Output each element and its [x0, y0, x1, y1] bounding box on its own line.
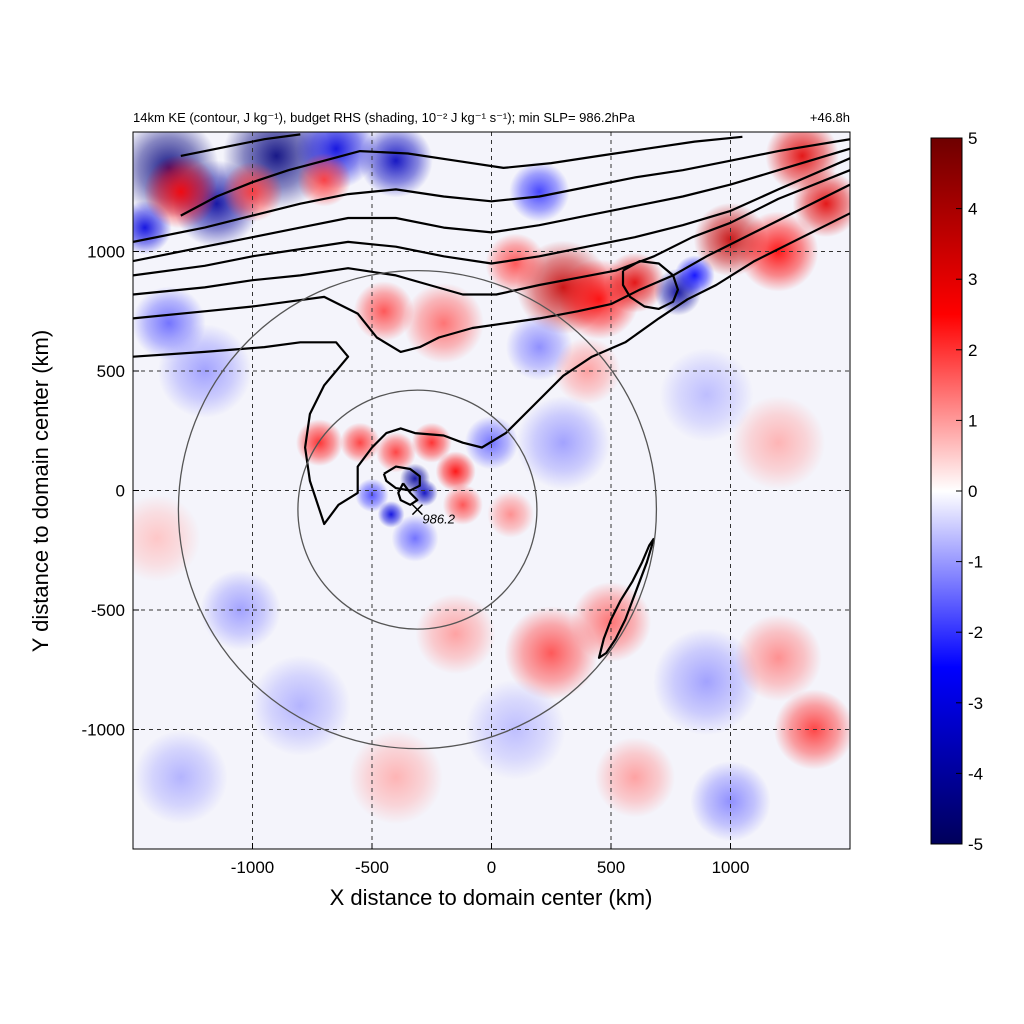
colorbar-tick-label: -4	[968, 764, 983, 783]
ke-contour-line	[180, 133, 301, 157]
colorbar-ticks: 5 4 3 2 1 0 -1 -2 -3 -4 -5	[956, 129, 983, 854]
colorbar-tick-label: 3	[968, 270, 977, 289]
ke-contour-line	[180, 135, 743, 217]
storm-center-marker	[411, 504, 423, 516]
ke-contour-line	[597, 537, 656, 659]
shading-blob	[690, 761, 771, 842]
colorbar-tick-label: -2	[968, 623, 983, 642]
shading-blob	[349, 730, 443, 825]
y-axis: -1000 -500 0 500 1000	[82, 243, 139, 740]
shading-blob	[653, 628, 761, 736]
shading-blob	[594, 737, 676, 818]
range-circles	[177, 269, 658, 750]
colorbar-tick-label: 5	[968, 129, 977, 148]
colorbar: 5 4 3 2 1 0 -1 -2 -3 -4 -5	[930, 129, 983, 854]
ke-contour-line	[133, 183, 850, 353]
colorbar-tick-label: -5	[968, 835, 983, 854]
ke-contour-line	[133, 147, 850, 263]
y-tick-label: 1000	[87, 243, 125, 262]
ke-contour-line	[621, 260, 679, 310]
ke-contour-line	[133, 138, 850, 243]
ke-contour-line	[397, 482, 419, 506]
shading-blob	[553, 337, 621, 405]
shading-blob	[516, 395, 611, 490]
shading-blob	[250, 655, 351, 756]
ke-contour-line	[133, 157, 850, 277]
x-axis: -1000 -500 0 500 1000	[231, 843, 750, 877]
y-tick-label: -500	[91, 601, 125, 620]
ke-contour-line	[133, 212, 850, 526]
shading-blob	[133, 494, 201, 582]
x-tick-label: 0	[487, 858, 496, 877]
y-axis-label: Y distance to domain center (km)	[28, 330, 53, 652]
shading-blob	[377, 501, 405, 528]
shading-blob	[403, 283, 484, 364]
colorbar-tick-label: 1	[968, 411, 977, 430]
y-tick-label: 500	[97, 362, 125, 381]
shading-blob	[442, 484, 483, 525]
ke-contour-line	[382, 465, 421, 492]
shading-blob	[465, 679, 566, 780]
shading-blob	[143, 154, 218, 229]
colorbar-tick-label: 2	[968, 341, 977, 360]
shading-blob	[339, 422, 381, 463]
shading-blob	[297, 153, 351, 207]
shading-blob	[659, 348, 754, 442]
shading-blob	[295, 419, 343, 467]
x-tick-label: -1000	[231, 858, 274, 877]
y-tick-label: 0	[116, 482, 125, 501]
shading-blob	[133, 730, 228, 825]
y-tick-label: -1000	[82, 721, 125, 740]
plot-area: 986.2	[133, 132, 850, 849]
shading-blob	[734, 614, 822, 702]
shading-blob	[391, 514, 439, 562]
storm-center-label: 986.2	[422, 512, 455, 527]
chart-title: 14km KE (contour, J kg⁻¹), budget RHS (s…	[133, 110, 636, 125]
shading-blob	[509, 161, 570, 222]
colorbar-tick-label: -1	[968, 553, 983, 572]
range-circle	[177, 269, 658, 750]
x-tick-label: 1000	[712, 858, 750, 877]
shading-blob	[157, 324, 252, 418]
shading-blob	[353, 281, 415, 342]
time-label: +46.8h	[810, 110, 850, 125]
colorbar-tick-label: 4	[968, 200, 977, 219]
shading-blob	[359, 132, 433, 198]
x-tick-label: -500	[355, 858, 389, 877]
shading-blob	[411, 422, 452, 463]
shading-blob	[604, 252, 666, 313]
x-axis-label: X distance to domain center (km)	[330, 885, 653, 910]
shading-blob	[375, 432, 416, 473]
colorbar-tick-label: 0	[968, 482, 977, 501]
ke-contour-line	[133, 169, 850, 296]
ke-contours	[133, 133, 850, 659]
shading-blob	[731, 395, 826, 490]
x-tick-label: 500	[597, 858, 625, 877]
shading-blob	[487, 490, 535, 538]
shading-blob	[774, 689, 850, 770]
storm-center: 986.2	[411, 504, 456, 527]
shading-blob	[435, 451, 476, 492]
shading-blob	[415, 593, 496, 675]
range-circle	[297, 389, 538, 630]
colorbar-tick-label: -3	[968, 694, 983, 713]
shading-blob	[485, 233, 546, 294]
